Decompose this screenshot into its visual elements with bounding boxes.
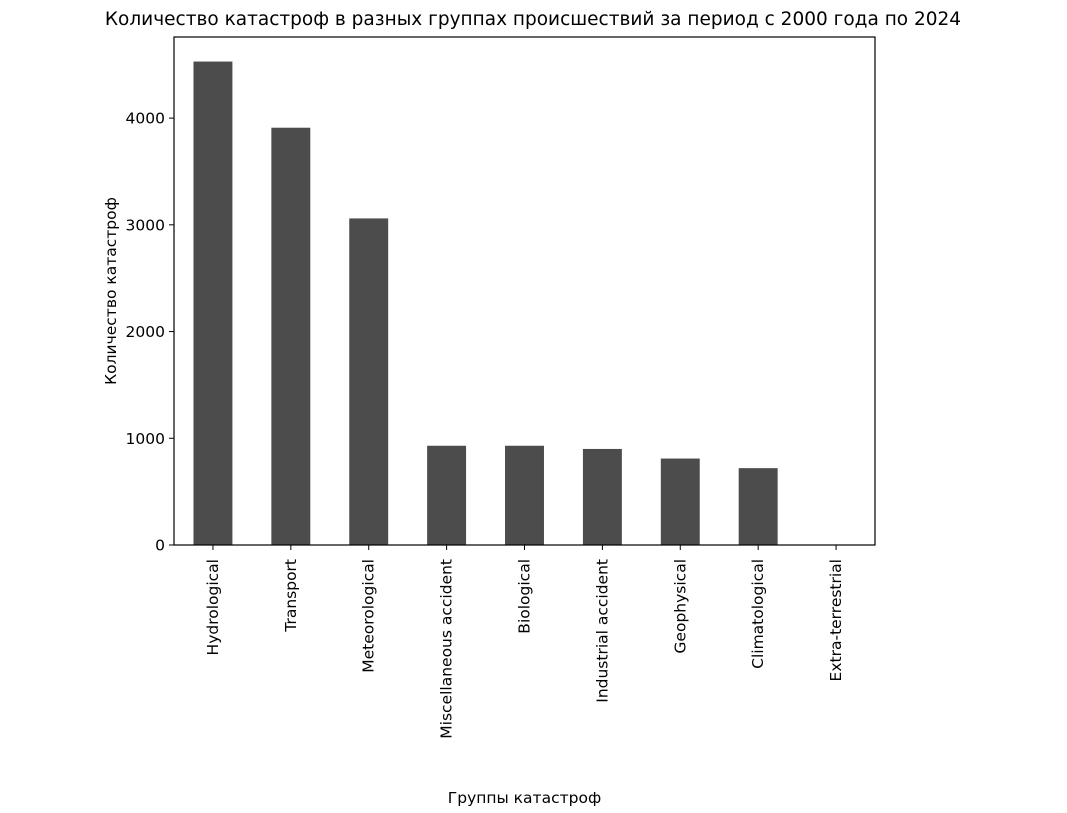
x-tick-label: Biological — [516, 559, 534, 634]
x-tick-label: Transport — [282, 559, 300, 633]
y-axis-label: Количество катастроф — [102, 197, 120, 385]
y-axis: 0 1000 2000 3000 4000 — [126, 110, 174, 555]
x-tick-label: Extra-terrestrial — [827, 559, 845, 681]
y-tick-label: 0 — [155, 537, 165, 555]
bar-meteorological — [349, 218, 389, 545]
x-tick-label: Industrial accident — [593, 559, 611, 703]
x-tick-label: Geophysical — [671, 559, 689, 654]
x-tick-label: Meteorological — [360, 559, 378, 673]
bar-geophysical — [660, 458, 700, 545]
bar-hydrological — [193, 61, 233, 546]
x-axis-label: Группы катастроф — [448, 789, 601, 807]
x-tick-label: Hydrological — [204, 559, 222, 655]
chart-title: Количество катастроф в разных группах пр… — [105, 9, 961, 30]
x-axis: Hydrological Transport Meteorological Misce… — [204, 545, 845, 739]
bar-industrial-accident — [582, 448, 622, 545]
x-tick-label: Climatological — [749, 559, 767, 669]
y-tick-label: 1000 — [126, 430, 165, 448]
bar-biological — [505, 445, 544, 545]
y-tick-label: 4000 — [126, 110, 165, 128]
bar-transport — [271, 127, 311, 545]
x-tick-label: Miscellaneous accident — [438, 559, 456, 739]
bar-climatological — [738, 468, 778, 545]
y-tick-label: 2000 — [126, 323, 165, 341]
bars-layer — [193, 61, 856, 546]
bar-miscellaneous-accident — [427, 445, 467, 545]
y-tick-label: 3000 — [126, 216, 165, 234]
